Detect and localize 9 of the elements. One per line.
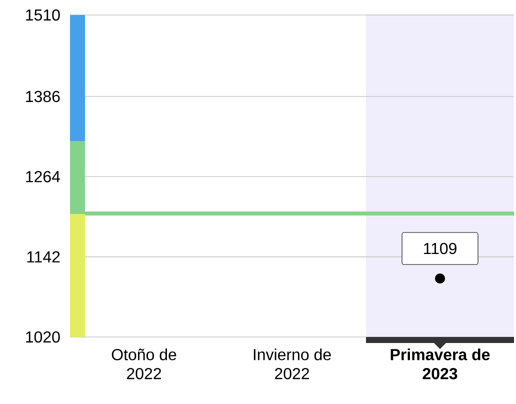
y-tick-label: 1020 [26,331,60,343]
x-tick-label: Otoño de 2022 [112,348,176,380]
y-tick-label: 1264 [26,170,60,182]
data-label: 1109 [424,242,456,254]
x-tick-label: Invierno de 2022 [254,348,331,380]
y-tick-label: 1386 [26,90,60,102]
y-tick-label: 1142 [27,251,60,262]
x-tick-label: Primavera de 2023 [390,348,490,380]
y-tick-label: 1510 [26,9,60,21]
